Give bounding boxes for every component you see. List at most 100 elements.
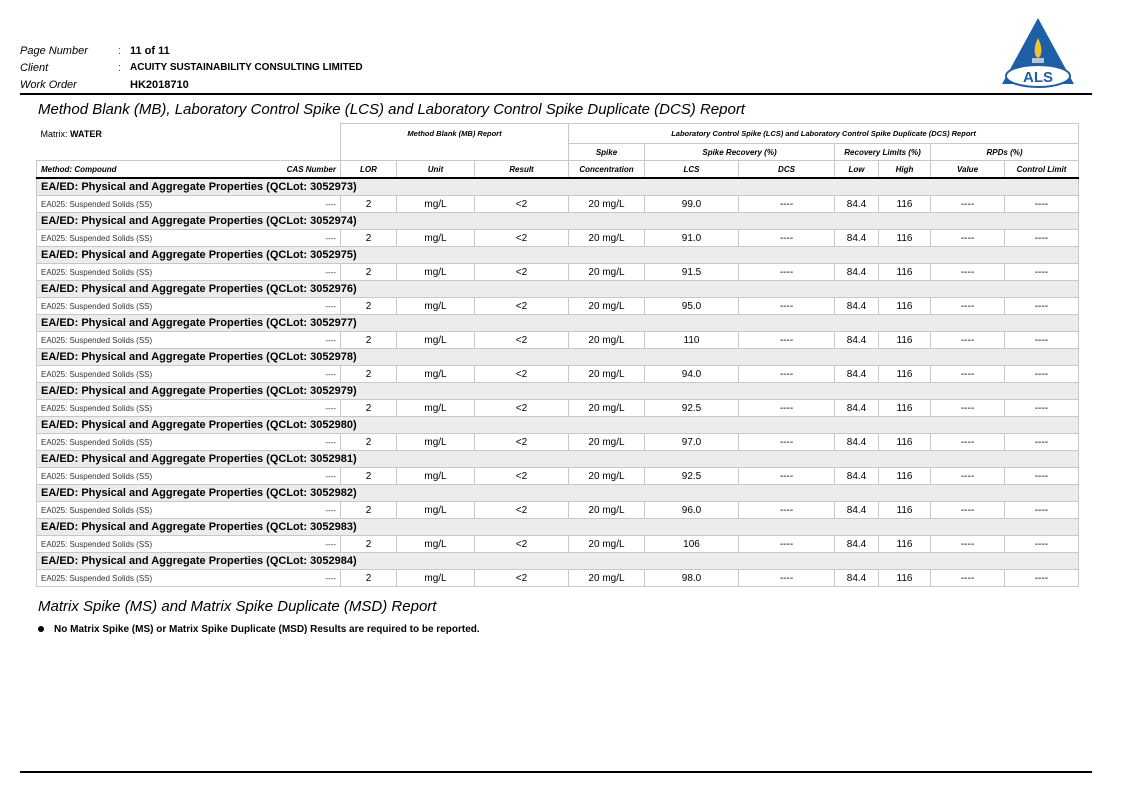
qc-lot-group-row: EA/ED: Physical and Aggregate Properties…: [35, 246, 1080, 264]
cell-lcs: 92.5: [644, 467, 739, 485]
cell-lcs: 106: [644, 535, 739, 553]
column-header-lcs: LCS: [644, 160, 739, 179]
cell-lcs: 91.5: [644, 263, 739, 281]
cell-compound: EA025: Suspended Solids (SS) ----: [36, 467, 341, 485]
cas-number: ----: [325, 267, 336, 277]
cell-lcs: 99.0: [644, 195, 739, 213]
cell-value: ----: [930, 195, 1005, 213]
column-header-cas: CAS Number: [286, 164, 336, 174]
cell-spike: 20 mg/L: [568, 399, 645, 417]
cell-value: ----: [930, 297, 1005, 315]
client-label: Client: [20, 61, 49, 74]
table-row: EA025: Suspended Solids (SS) ---- 2 mg/L <2 2…: [36, 229, 1080, 247]
cell-low: 84.4: [834, 501, 879, 519]
cell-control: ----: [1003, 467, 1080, 485]
qc-lot-group-row: EA/ED: Physical and Aggregate Properties…: [35, 314, 1080, 332]
recovery-limits-header: Recovery Limits (%): [834, 143, 931, 161]
page-number-label: Page Number: [20, 44, 88, 57]
cell-spike: 20 mg/L: [568, 263, 645, 281]
cell-unit: mg/L: [396, 297, 475, 315]
cell-dcs: ----: [738, 433, 835, 451]
qc-lot-title: EA/ED: Physical and Aggregate Properties…: [35, 314, 1080, 332]
cell-dcs: ----: [738, 399, 835, 417]
footer-divider: [20, 771, 1092, 773]
cell-dcs: ----: [738, 467, 835, 485]
column-header-spike: Concentration: [568, 160, 645, 179]
cell-control: ----: [1003, 229, 1080, 247]
table-row: EA025: Suspended Solids (SS) ---- 2 mg/L <2 2…: [36, 569, 1080, 587]
qc-lot-group-row: EA/ED: Physical and Aggregate Properties…: [35, 348, 1080, 366]
cell-dcs: ----: [738, 535, 835, 553]
qc-lot-group-row: EA/ED: Physical and Aggregate Properties…: [35, 382, 1080, 400]
cell-dcs: ----: [738, 297, 835, 315]
cell-unit: mg/L: [396, 263, 475, 281]
cell-lor: 2: [340, 297, 397, 315]
table-row: EA025: Suspended Solids (SS) ---- 2 mg/L <2 2…: [36, 467, 1080, 485]
cell-value: ----: [930, 433, 1005, 451]
qc-lot-group-row: EA/ED: Physical and Aggregate Properties…: [35, 518, 1080, 536]
cell-unit: mg/L: [396, 331, 475, 349]
qc-lot-title: EA/ED: Physical and Aggregate Properties…: [35, 212, 1080, 230]
cell-lor: 2: [340, 433, 397, 451]
work-order: HK2018710: [130, 78, 189, 91]
lcs-group-header: Laboratory Control Spike (LCS) and Labor…: [567, 123, 1080, 144]
cell-low: 84.4: [834, 569, 879, 587]
cell-result: <2: [474, 365, 569, 383]
qc-lot-group-row: EA/ED: Physical and Aggregate Properties…: [35, 552, 1080, 570]
cell-high: 116: [878, 399, 931, 417]
cell-result: <2: [474, 297, 569, 315]
cell-unit: mg/L: [396, 467, 475, 485]
cell-lcs: 96.0: [644, 501, 739, 519]
ms-note-text: No Matrix Spike (MS) or Matrix Spike Dup…: [54, 624, 480, 635]
svg-text:ALS: ALS: [1023, 69, 1053, 86]
cell-lor: 2: [340, 195, 397, 213]
qc-lot-title: EA/ED: Physical and Aggregate Properties…: [35, 484, 1080, 502]
cell-value: ----: [930, 365, 1005, 383]
table-row: EA025: Suspended Solids (SS) ---- 2 mg/L <2 2…: [36, 365, 1080, 383]
compound-name: EA025: Suspended Solids (SS): [41, 335, 153, 345]
cell-spike: 20 mg/L: [568, 501, 645, 519]
cell-lor: 2: [340, 365, 397, 383]
matrix-label: Matrix: WATER: [40, 128, 102, 139]
qc-lot-title: EA/ED: Physical and Aggregate Properties…: [35, 246, 1080, 264]
cell-unit: mg/L: [396, 399, 475, 417]
cell-spike: 20 mg/L: [568, 297, 645, 315]
cell-result: <2: [474, 195, 569, 213]
column-header-compound-text: Method: Compound: [41, 164, 117, 174]
cell-result: <2: [474, 433, 569, 451]
compound-name: EA025: Suspended Solids (SS): [41, 471, 153, 481]
cell-dcs: ----: [738, 331, 835, 349]
cell-lcs: 110: [644, 331, 739, 349]
cell-high: 116: [878, 195, 931, 213]
cell-unit: mg/L: [396, 535, 475, 553]
cell-value: ----: [930, 467, 1005, 485]
cas-number: ----: [325, 539, 336, 549]
qc-lot-group-row: EA/ED: Physical and Aggregate Properties…: [35, 416, 1080, 434]
cell-lor: 2: [340, 535, 397, 553]
qc-lot-title: EA/ED: Physical and Aggregate Properties…: [35, 178, 1080, 196]
cell-compound: EA025: Suspended Solids (SS) ----: [36, 399, 341, 417]
work-order-label: Work Order: [20, 78, 77, 91]
compound-name: EA025: Suspended Solids (SS): [41, 233, 153, 243]
cell-control: ----: [1003, 501, 1080, 519]
cell-low: 84.4: [834, 195, 879, 213]
cell-compound: EA025: Suspended Solids (SS) ----: [36, 195, 341, 213]
cell-low: 84.4: [834, 331, 879, 349]
qc-lot-title: EA/ED: Physical and Aggregate Properties…: [35, 416, 1080, 434]
cas-number: ----: [325, 335, 336, 345]
qc-lot-group-row: EA/ED: Physical and Aggregate Properties…: [35, 280, 1080, 298]
cas-number: ----: [325, 369, 336, 379]
cas-number: ----: [325, 471, 336, 481]
cell-result: <2: [474, 501, 569, 519]
cell-unit: mg/L: [396, 569, 475, 587]
qc-lot-group-row: EA/ED: Physical and Aggregate Properties…: [35, 212, 1080, 230]
table-row: EA025: Suspended Solids (SS) ---- 2 mg/L <2 2…: [36, 501, 1080, 519]
cell-result: <2: [474, 535, 569, 553]
spike-recovery-header: Spike Recovery (%): [644, 143, 835, 161]
als-logo: ALS: [1002, 18, 1074, 88]
qc-lot-title: EA/ED: Physical and Aggregate Properties…: [35, 348, 1080, 366]
cell-unit: mg/L: [396, 501, 475, 519]
cell-dcs: ----: [738, 569, 835, 587]
cell-unit: mg/L: [396, 365, 475, 383]
qc-lot-group-row: EA/ED: Physical and Aggregate Properties…: [35, 484, 1080, 502]
